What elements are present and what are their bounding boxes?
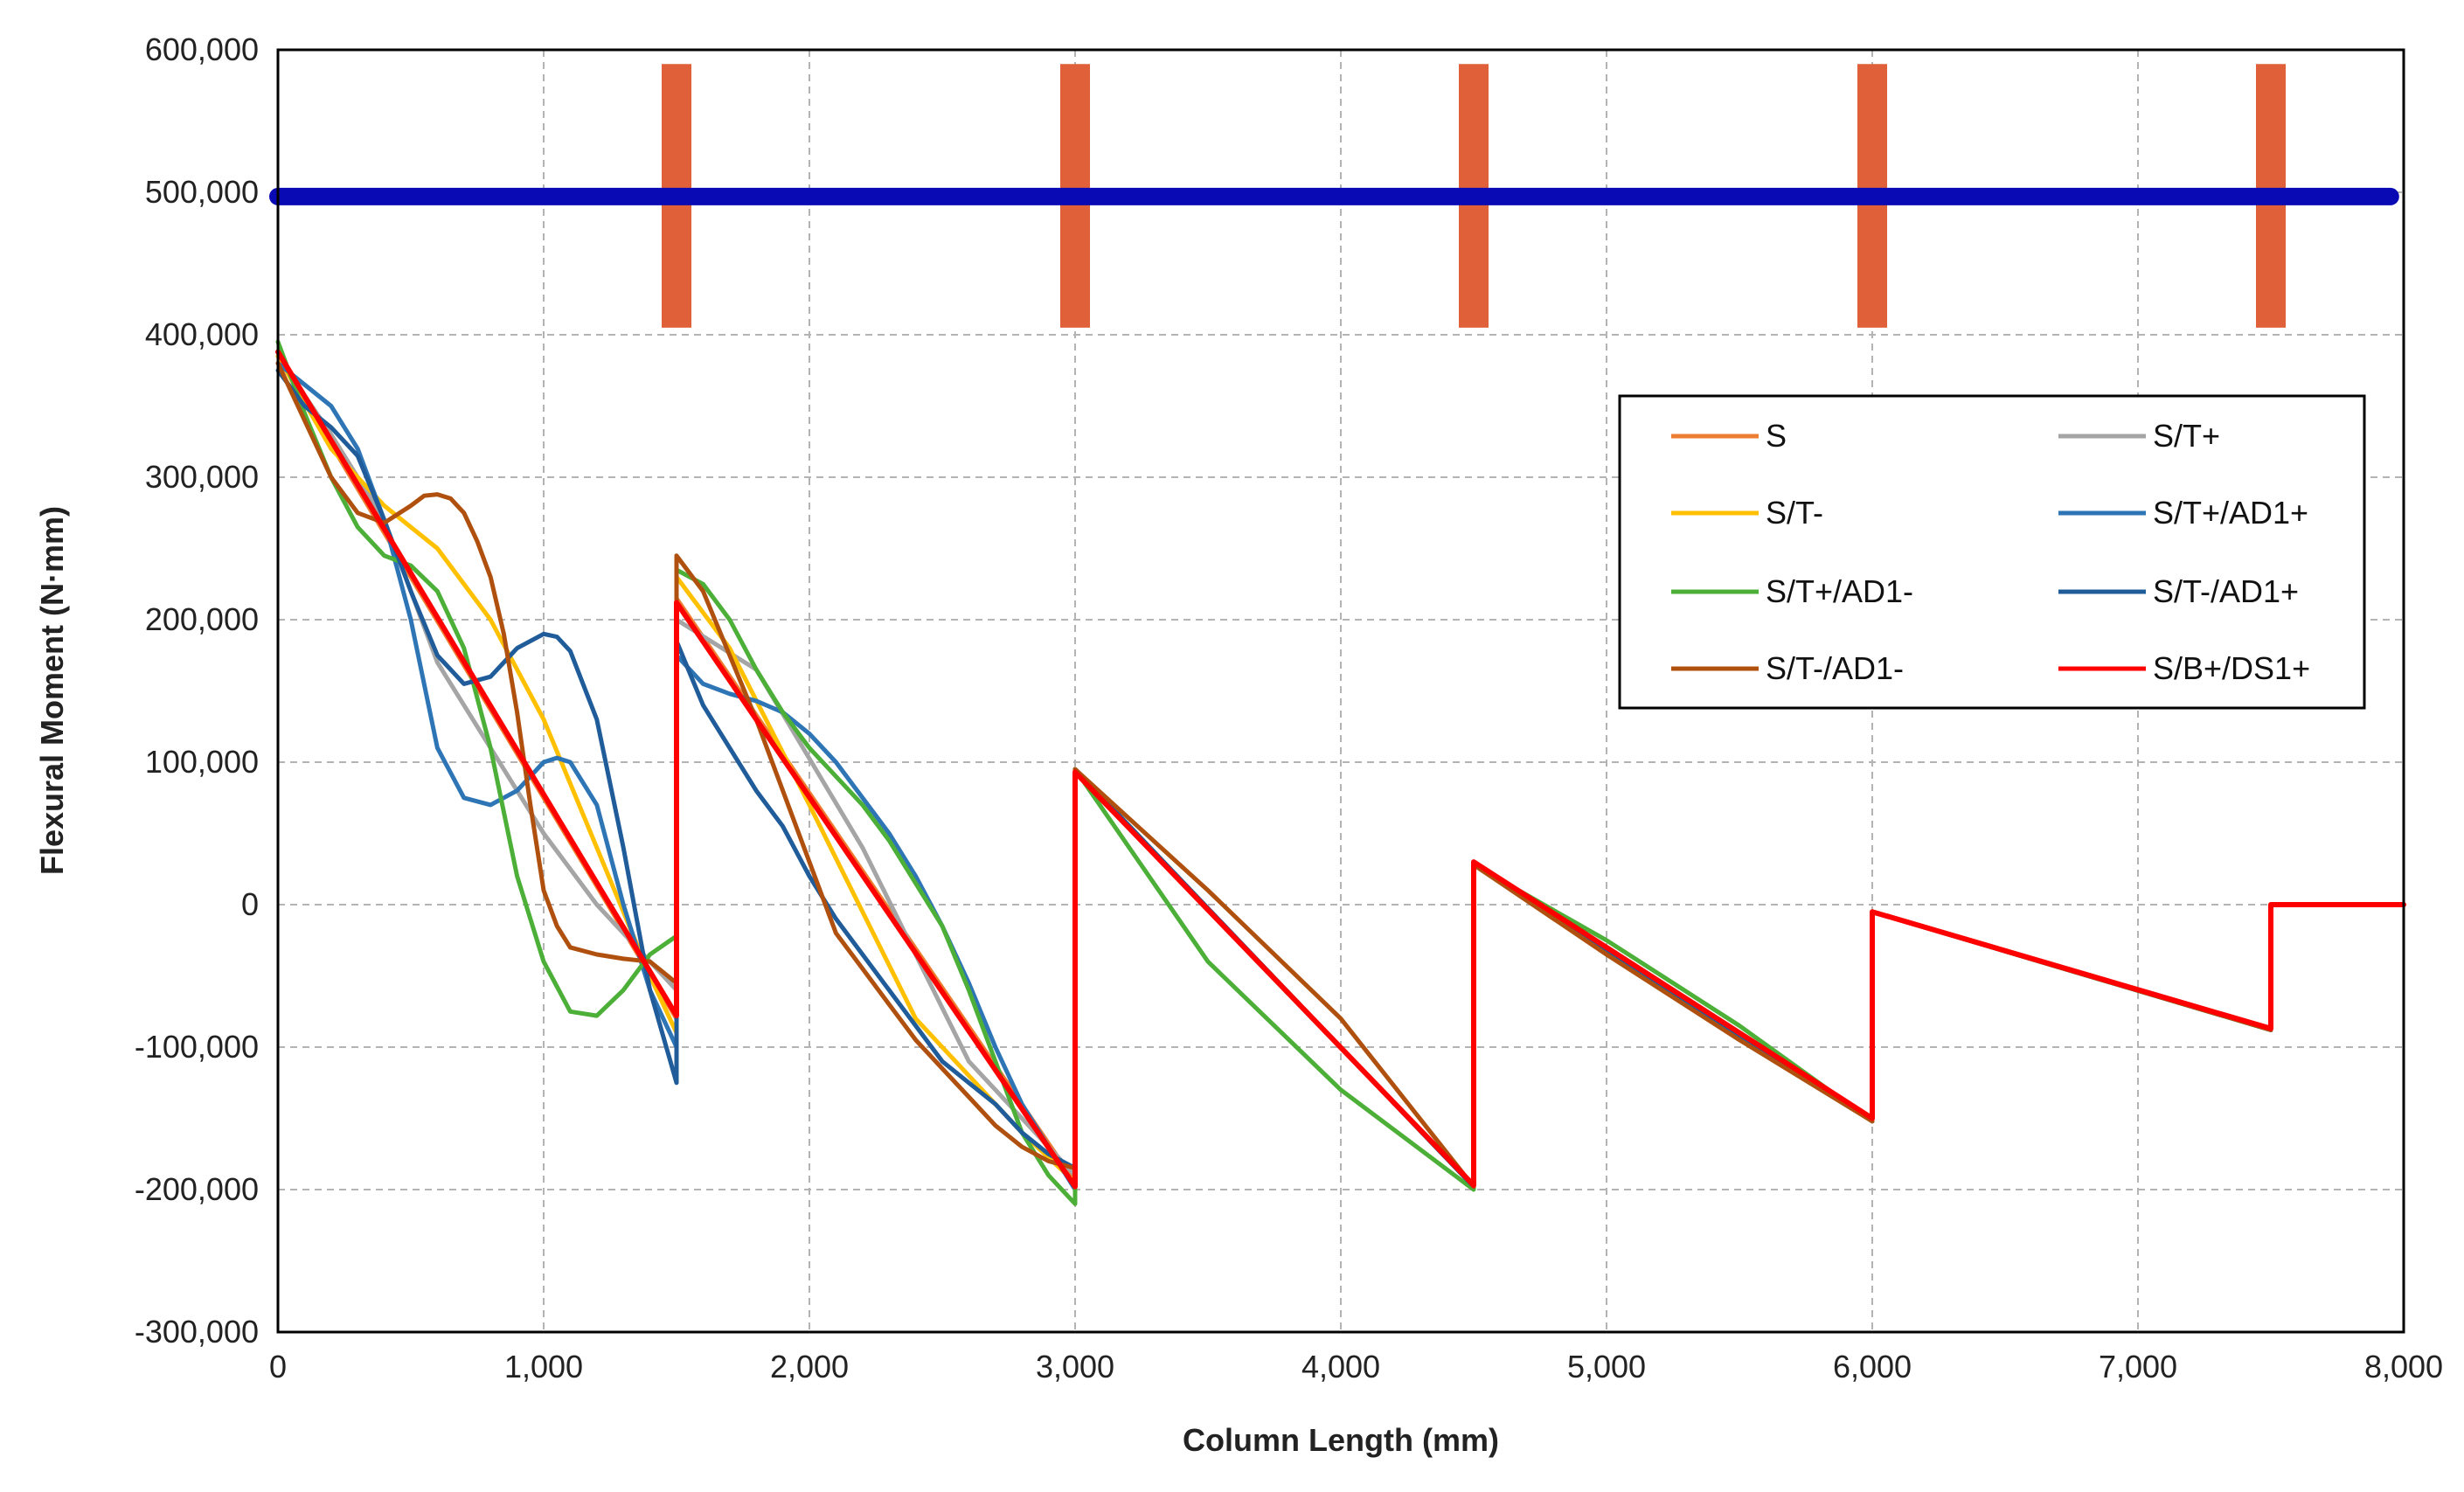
y-tick-label: 500,000	[145, 174, 259, 210]
y-tick-label: 400,000	[145, 316, 259, 352]
legend-label-s-bplus-ds1plus: S/B+/DS1+	[2153, 650, 2310, 686]
series	[275, 339, 2406, 1206]
y-tick-label: 300,000	[145, 459, 259, 495]
y-tick-label: -200,000	[135, 1171, 259, 1207]
plot-border	[276, 48, 2405, 1334]
legend-label-s-tplus-ad1plus: S/T+/AD1+	[2153, 495, 2308, 531]
y-tick-label: -300,000	[135, 1314, 259, 1350]
y-tick-label: 100,000	[145, 744, 259, 780]
legend-label-s-tminus: S/T-	[1766, 495, 1823, 531]
legend-label-s-tminus-ad1minus: S/T-/AD1-	[1766, 650, 1904, 686]
x-tick-label: 1,000	[504, 1349, 583, 1384]
x-tick-label: 8,000	[2364, 1349, 2443, 1384]
x-axis-title: Column Length (mm)	[1183, 1422, 1499, 1458]
x-tick-label: 0	[269, 1349, 287, 1384]
x-tick-labels: 0 1,000 2,000 3,000 4,000 5,000 6,000 7,000 8,00…	[269, 1349, 2443, 1384]
legend: S S/T+ S/T- S/T+/AD1+ S/T+/AD1- S/T-/AD1+ S/T-…	[1618, 394, 2366, 710]
legend-label-s-tplus-ad1minus: S/T+/AD1-	[1766, 573, 1913, 609]
y-tick-label: 0	[241, 886, 259, 922]
x-tick-label: 4,000	[1301, 1349, 1380, 1384]
y-tick-label: 600,000	[145, 31, 259, 67]
legend-label-s-tplus: S/T+	[2153, 418, 2220, 454]
x-tick-label: 7,000	[2099, 1349, 2177, 1384]
y-axis-title: Flexural Moment (N·mm)	[34, 506, 70, 875]
x-tick-label: 5,000	[1567, 1349, 1646, 1384]
legend-box	[1618, 394, 2366, 710]
x-tick-label: 2,000	[770, 1349, 849, 1384]
x-tick-label: 6,000	[1833, 1349, 1912, 1384]
y-tick-labels: -300,000 -200,000 -100,000 0 100,000 200,000 3…	[135, 31, 259, 1350]
y-tick-label: -100,000	[135, 1029, 259, 1065]
x-tick-label: 3,000	[1036, 1349, 1114, 1384]
legend-label-s-tminus-ad1plus: S/T-/AD1+	[2153, 573, 2299, 609]
legend-label-s: S	[1766, 418, 1787, 454]
y-tick-label: 200,000	[145, 601, 259, 637]
series-line-s-bplus-ds1plus	[275, 349, 2406, 1190]
